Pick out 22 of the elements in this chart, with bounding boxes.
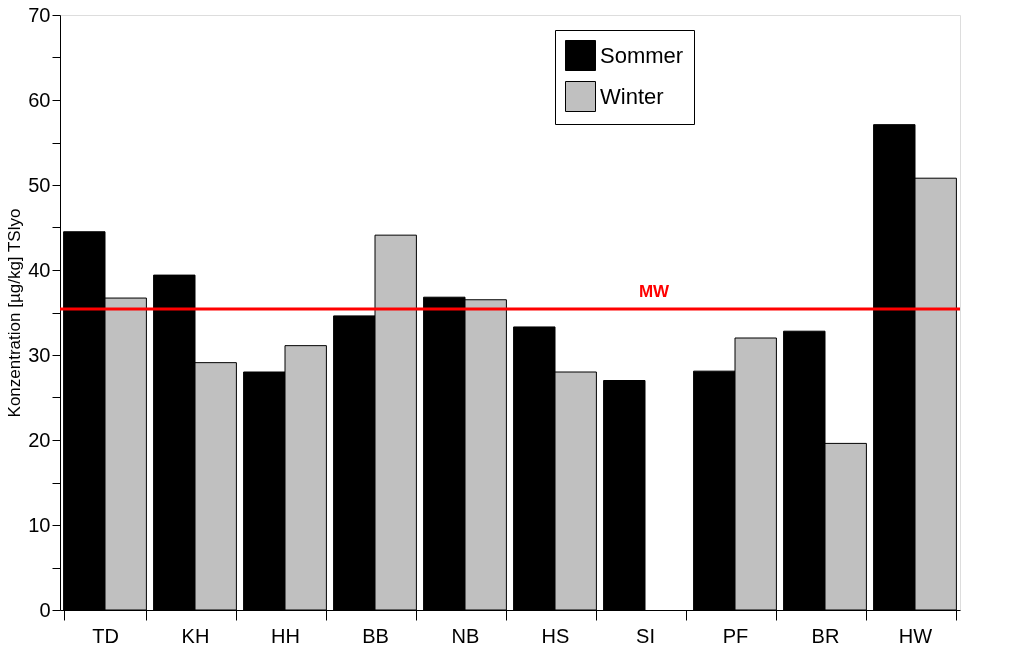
x-tick-label: HW	[898, 624, 933, 647]
y-axis-title: Konzentration [µg/kg] TSlyo	[5, 208, 25, 418]
y-tick-label: 70	[28, 3, 51, 26]
y-tick-label: 0	[39, 598, 51, 621]
x-tick-label: HS	[541, 624, 570, 647]
x-tick-label: KH	[181, 624, 210, 647]
legend-label: Winter	[600, 83, 664, 109]
y-tick-label: 40	[28, 258, 51, 281]
legend-label: Sommer	[600, 42, 684, 68]
x-tick-label: BR	[811, 624, 840, 647]
x-tick-label: SI	[636, 624, 655, 647]
ref-line-label: MW	[638, 282, 671, 302]
x-tick-label: BB	[362, 624, 389, 647]
y-tick-label: 60	[28, 88, 51, 111]
x-tick-label: NB	[451, 624, 480, 647]
y-tick-label: 30	[28, 343, 51, 366]
x-tick-label: HH	[271, 624, 300, 647]
y-tick-label: 10	[28, 513, 51, 536]
x-tick-label: PF	[722, 624, 749, 647]
x-tick-label: TD	[92, 624, 119, 647]
y-tick-label: 50	[28, 173, 51, 196]
y-tick-label: 20	[28, 428, 51, 451]
